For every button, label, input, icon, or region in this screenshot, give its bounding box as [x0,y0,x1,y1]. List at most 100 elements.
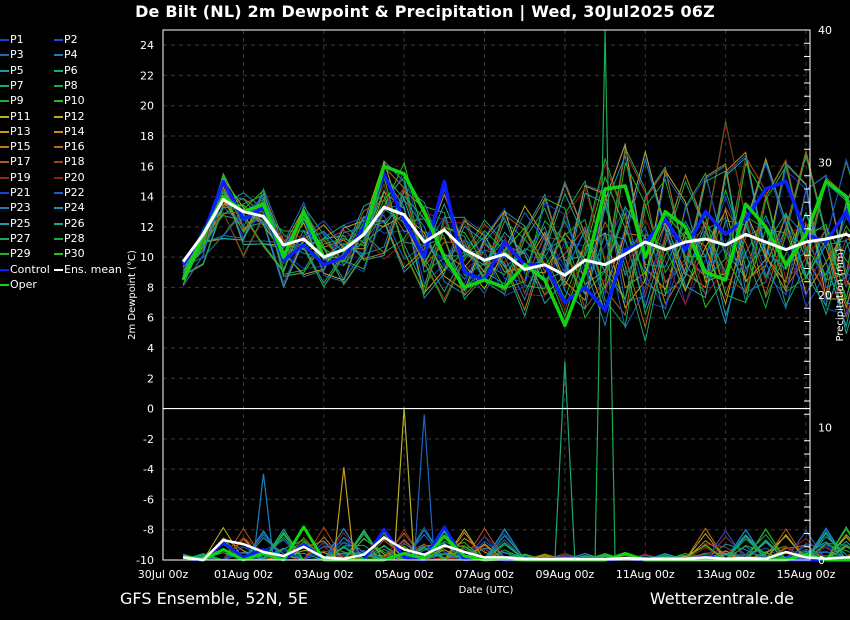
legend-label: P19 [10,170,31,184]
legend-item: P14 [54,124,85,139]
legend-swatch [0,268,9,271]
y2-tick-label: 20 [818,289,832,302]
legend-label: P7 [10,78,24,92]
legend-swatch [0,69,9,72]
y-tick-label: 22 [140,69,154,82]
legend-label: P14 [64,124,85,138]
legend-swatch [0,192,9,194]
legend-item: P22 [54,185,85,200]
y2-tick-label: 0 [818,554,825,567]
legend-label: Ens. mean [64,262,122,276]
legend-swatch [54,176,63,179]
legend-label: P4 [64,48,78,62]
y2-tick-label: 10 [818,422,832,435]
legend-item: P9 [0,93,24,108]
y-tick-label: 8 [147,281,154,294]
chart-title: De Bilt (NL) 2m Dewpoint & Precipitation… [135,2,715,21]
legend-label: P29 [10,247,31,261]
legend-swatch [54,54,63,57]
x-tick-label: 03Aug 00z [294,568,353,581]
y-tick-label: 20 [140,100,154,113]
legend-label: P5 [10,63,24,77]
legend-label: P25 [10,216,31,230]
legend-swatch [0,237,9,240]
legend-label: P26 [64,216,85,230]
y-tick-label: -6 [143,493,154,506]
legend-item: P28 [54,231,85,246]
member-precip-peak [252,473,275,561]
legend-label: Oper [10,277,37,291]
legend-item: Oper [0,277,37,292]
legend-item: P5 [0,63,24,78]
legend-swatch [54,161,63,164]
member-dewpoint-line [182,155,850,317]
grid [163,30,810,560]
legend-swatch [0,253,9,256]
legend-label: P30 [64,247,85,261]
legend-swatch [0,130,9,133]
member-dewpoint-line [182,161,850,320]
legend-label: P15 [10,140,31,154]
series-ens-mean [181,198,850,277]
legend-label: P3 [10,48,24,62]
y-tick-label: 14 [140,191,154,204]
y-tick-label: 18 [140,130,154,143]
legend-label: P20 [64,170,85,184]
legend-swatch [54,253,63,256]
legend-label: P27 [10,231,31,245]
legend-swatch [54,100,63,103]
legend-swatch [0,207,9,210]
legend-item: P13 [0,124,31,139]
x-tick-label: 30Jul 00z [138,568,189,581]
legend-label: P23 [10,201,31,215]
legend-item: P27 [0,231,31,246]
legend-label: P28 [64,231,85,245]
legend-label: Control [10,262,50,276]
x-tick-label: 11Aug 00z [616,568,675,581]
legend-item: Control [0,262,50,277]
legend-label: P10 [64,94,85,108]
legend-swatch [54,146,63,149]
legend-item: P21 [0,185,31,200]
legend-swatch [54,207,63,210]
legend-item: P8 [54,78,78,93]
legend-item: P30 [54,246,85,261]
legend-swatch [0,100,9,103]
legend-item: P12 [54,109,85,124]
legend-label: P13 [10,124,31,138]
legend-item: P17 [0,154,31,169]
legend-swatch [54,69,63,72]
legend-label: P17 [10,155,31,169]
y2-tick-label: 40 [818,24,832,37]
legend-item: P23 [0,200,31,215]
legend-item: P20 [54,170,85,185]
member-traces [182,29,850,561]
x-tick-label: 09Aug 00z [536,568,595,581]
legend-swatch [0,115,9,118]
y-tick-label: -8 [143,524,154,537]
y-tick-label: 0 [147,403,154,416]
y-tick-label: 16 [140,160,154,173]
y-tick-label: 4 [147,342,154,355]
model-label: GFS Ensemble, 52N, 5E [120,589,308,608]
x-tick-label: 15Aug 00z [777,568,836,581]
legend-label: P2 [64,33,78,46]
legend-label: P22 [64,186,85,199]
legend-swatch [0,176,9,179]
x-tick-label: 13Aug 00z [696,568,755,581]
legend-label: P16 [64,140,85,154]
legend-swatch [54,39,63,41]
member-precip-peak [333,467,355,561]
y2-tick-label: 30 [818,157,832,170]
legend-item: P29 [0,246,31,261]
legend-swatch [0,54,9,57]
y-axis-label: 2m Dewpoint (°C) [127,250,138,340]
y-tick-label: 10 [140,251,154,264]
legend-swatch [0,39,9,41]
member-precip-peak [554,361,576,561]
legend-label: P9 [10,94,24,108]
legend-swatch [54,268,63,271]
x-tick-label: 05Aug 00z [375,568,434,581]
series-oper [181,164,850,328]
